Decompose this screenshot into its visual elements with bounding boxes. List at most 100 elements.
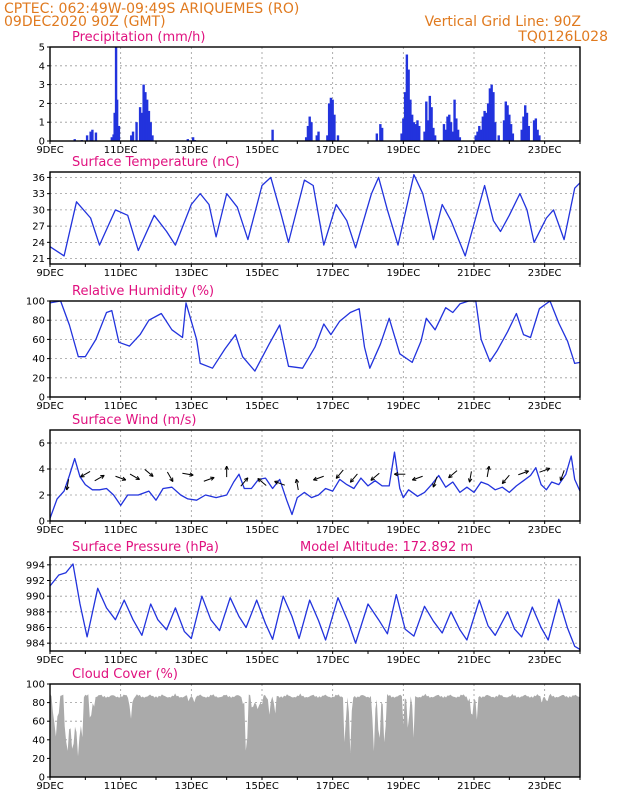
precip-bar	[479, 129, 483, 141]
precip-bar	[536, 129, 539, 141]
precip-bar	[333, 114, 336, 141]
y-tick-label: 21	[32, 254, 45, 265]
panel-frame	[49, 429, 581, 522]
y-tick-label: 4	[39, 61, 45, 72]
y-tick-label: 3	[39, 80, 45, 91]
x-tick-label: 17DEC	[316, 145, 350, 156]
x-tick-label: 13DEC	[174, 525, 208, 536]
y-tick-label: 4	[39, 465, 45, 476]
x-tick-label: 21DEC	[457, 401, 491, 412]
precip-bar	[534, 118, 538, 141]
precip-bar	[410, 114, 414, 141]
precip-bar	[428, 95, 432, 141]
wind-arrow	[432, 476, 438, 488]
precip-bar	[506, 105, 509, 141]
precip-bar	[308, 116, 311, 141]
precip-bar	[511, 133, 515, 141]
precip-bar	[494, 122, 497, 141]
wind-arrow	[240, 477, 249, 487]
y-tick-label: 60	[32, 335, 45, 346]
panel-frame	[49, 46, 581, 142]
precip-bar	[458, 137, 462, 141]
x-tick-label: 11DEC	[104, 145, 138, 156]
wind-arrow	[370, 472, 380, 481]
x-tick-label: 11DEC	[104, 655, 138, 666]
precip-bar	[444, 129, 447, 141]
precip-bar	[418, 125, 421, 141]
x-tick-label: 23DEC	[528, 525, 562, 536]
precip-bar	[520, 129, 523, 141]
x-tick-label: 13DEC	[174, 781, 208, 792]
precip-bar	[449, 122, 453, 141]
panel-frame	[49, 683, 581, 778]
wind-arrow	[257, 477, 267, 486]
y-tick-label: 988	[26, 607, 45, 618]
x-tick-label: 19DEC	[386, 268, 420, 279]
x-tick-label: 17DEC	[316, 525, 350, 536]
precip-bar	[73, 139, 76, 141]
series-line	[49, 451, 581, 519]
wind-arrow	[486, 465, 491, 478]
precip-bar	[310, 122, 313, 141]
precip-bar	[115, 99, 119, 141]
precip-bar	[379, 124, 382, 141]
x-tick-label: 15DEC	[245, 268, 279, 279]
x-tick-label: 19DEC	[386, 401, 420, 412]
panel-title: Surface Wind (m/s)	[72, 413, 196, 428]
x-tick-label: 23DEC	[528, 401, 562, 412]
precip-bar	[402, 118, 405, 141]
wind-arrow	[144, 468, 154, 477]
precip-bar	[317, 131, 320, 141]
x-tick-label: 15DEC	[245, 781, 279, 792]
precip-bar	[416, 120, 419, 141]
x-tick-label: 15DEC	[245, 145, 279, 156]
precip-bar	[380, 127, 384, 141]
precip-bar	[532, 120, 536, 141]
wind-arrow	[94, 474, 105, 482]
y-tick-label: 100	[26, 680, 45, 691]
panel-frame	[49, 171, 581, 265]
precip-bar	[455, 118, 458, 141]
precip-bar	[448, 114, 451, 141]
panel-4: Surface Pressure (hPa) Model Altitude: 17…	[26, 540, 581, 666]
x-tick-label: 23DEC	[528, 145, 562, 156]
precip-bar	[110, 137, 114, 141]
precip-bar	[412, 122, 416, 141]
precip-bar	[186, 139, 189, 141]
precip-bar	[140, 112, 144, 141]
precip-bar	[442, 124, 446, 141]
precip-bar	[502, 120, 506, 141]
precip-bar	[488, 88, 492, 141]
wind-arrow	[166, 471, 174, 482]
x-tick-label: 13DEC	[174, 268, 208, 279]
precip-bar	[486, 103, 490, 141]
panel-0: Precipitation (mm/h) 0 1 2 3 4 5 9DEC 11DEC 13DEC…	[36, 30, 581, 156]
precip-bar	[478, 125, 481, 141]
precip-bar	[131, 131, 135, 141]
y-tick-label: 984	[26, 639, 45, 650]
wind-arrow	[65, 479, 70, 491]
y-tick-label: 992	[26, 576, 45, 587]
x-tick-label: 19DEC	[386, 781, 420, 792]
panel-5: Cloud Cover (%) 0 20 40 60 80 100 9DEC 11DEC 13DE…	[26, 667, 581, 792]
model-altitude-label: Model Altitude: 172.892 m	[300, 540, 473, 555]
x-tick-label: 21DEC	[457, 268, 491, 279]
wind-arrow	[129, 473, 140, 481]
precip-bar	[306, 125, 310, 141]
y-tick-label: 20	[32, 754, 45, 765]
panel-title: Cloud Cover (%)	[72, 667, 178, 682]
x-tick-label: 11DEC	[104, 781, 138, 792]
wind-arrow	[349, 473, 358, 483]
x-tick-label: 17DEC	[316, 401, 350, 412]
x-tick-label: 11DEC	[104, 401, 138, 412]
precip-bar	[425, 101, 428, 141]
precip-bar	[481, 116, 485, 141]
panel-title: Precipitation (mm/h)	[72, 30, 205, 45]
precip-bar	[135, 122, 138, 141]
y-tick-label: 60	[32, 717, 45, 728]
wind-arrow	[294, 478, 300, 491]
precip-bar	[89, 131, 92, 141]
precip-bar	[191, 137, 195, 141]
precip-bar	[446, 116, 449, 141]
precip-bar	[508, 114, 511, 141]
